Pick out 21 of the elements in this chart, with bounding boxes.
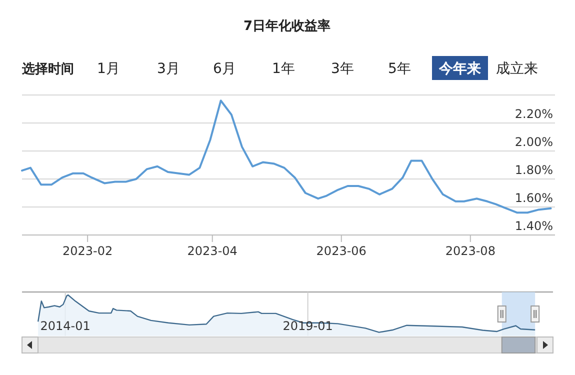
chart-title: 7日年化收益率: [243, 18, 331, 34]
x-tick-label: 2023-02: [62, 244, 113, 258]
text: 选择时间: [21, 62, 74, 77]
x-tick-label: 2023-08: [445, 244, 496, 258]
y-tick-label: 1.80%: [514, 163, 553, 177]
text: 5年: [388, 61, 411, 77]
x-tick-label: 2019-01: [282, 319, 333, 333]
text: 成立来: [496, 61, 538, 77]
text: 今年来: [438, 61, 481, 77]
text: 3月: [157, 61, 180, 77]
text: 3年: [331, 61, 354, 77]
y-tick-label: 1.60%: [514, 191, 553, 205]
text: 1年: [272, 61, 295, 77]
text: 1月: [97, 61, 120, 77]
x-tick-label: 2014-01: [40, 319, 90, 333]
x-tick-label: 2023-06: [316, 244, 366, 258]
x-tick-label: 2023-04: [187, 244, 238, 258]
y-tick-label: 2.20%: [514, 107, 553, 121]
y-tick-label: 2.00%: [514, 135, 553, 149]
y-tick-label: 1.40%: [514, 219, 553, 233]
text: 6月: [213, 61, 236, 77]
